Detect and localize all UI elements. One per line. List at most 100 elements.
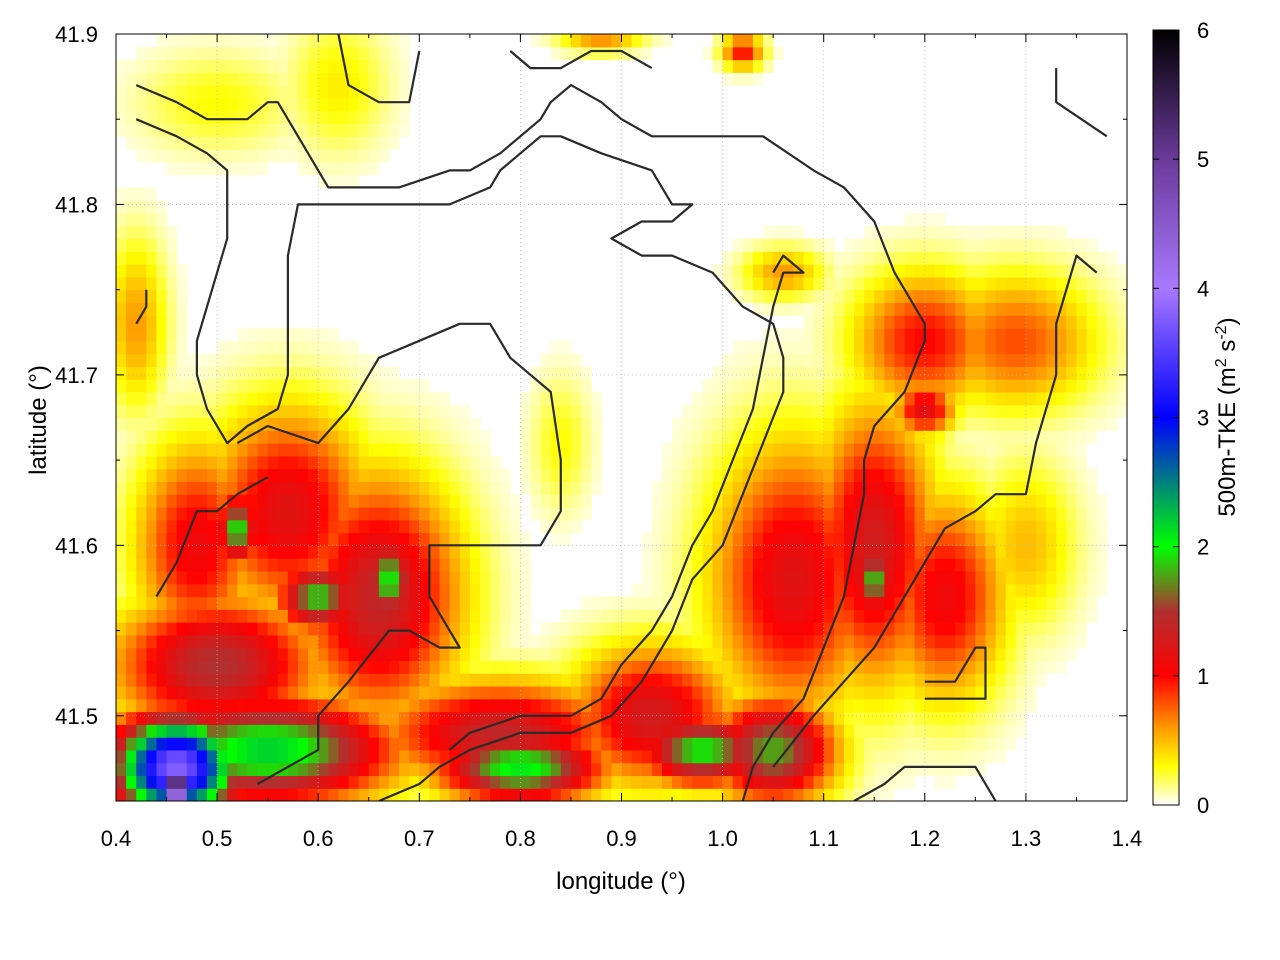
heatmap-cell: [651, 494, 663, 508]
x-tick-label: 1.2: [910, 826, 941, 851]
heatmap-cell: [1015, 673, 1027, 687]
heatmap-cell: [409, 430, 420, 444]
heatmap-cell: [894, 328, 906, 342]
heatmap-cell: [803, 391, 815, 406]
heatmap-cell: [884, 238, 896, 252]
heatmap-cell: [146, 468, 158, 483]
heatmap-cell: [924, 622, 936, 636]
heatmap-cell: [914, 251, 926, 265]
heatmap-cell: [560, 468, 572, 483]
heatmap-cell: [854, 443, 865, 457]
heatmap-cell: [186, 558, 198, 572]
heatmap-cell: [247, 647, 259, 661]
heatmap-cell: [338, 85, 350, 99]
heatmap-cell: [955, 685, 966, 700]
heatmap-cell: [955, 647, 966, 661]
heatmap-cell: [510, 788, 521, 801]
heatmap-cell: [934, 417, 946, 431]
heatmap-cell: [965, 289, 976, 304]
heatmap-cell: [813, 289, 825, 304]
heatmap-cell: [712, 34, 724, 48]
heatmap-cell: [510, 506, 521, 521]
heatmap-cell: [136, 494, 147, 508]
heatmap-cell: [358, 417, 370, 431]
heatmap-cell: [1005, 379, 1017, 393]
heatmap-cell: [692, 391, 703, 406]
heatmap-cell: [459, 634, 471, 649]
heatmap-cell: [196, 673, 208, 687]
heatmap-cell: [520, 673, 532, 687]
heatmap-cell: [965, 494, 976, 508]
heatmap-cell: [793, 609, 805, 623]
heatmap-cell: [854, 455, 865, 470]
heatmap-cell: [803, 366, 815, 380]
heatmap-cell: [752, 264, 764, 278]
heatmap-cell: [965, 353, 976, 367]
heatmap-cell: [116, 481, 127, 495]
heatmap-cell: [237, 353, 249, 367]
heatmap-cell: [1015, 634, 1027, 649]
heatmap-cell: [479, 698, 491, 713]
heatmap-cell: [510, 609, 521, 623]
heatmap-cell: [348, 72, 360, 86]
heatmap-cell: [914, 417, 926, 431]
heatmap-cell: [793, 443, 805, 457]
heatmap-cell: [924, 212, 936, 227]
heatmap-cell: [1066, 545, 1078, 559]
heatmap-cell: [186, 34, 198, 48]
heatmap-cell: [702, 660, 714, 674]
heatmap-cell: [894, 749, 906, 764]
heatmap-cell: [1086, 609, 1098, 623]
heatmap-cell: [520, 481, 532, 495]
heatmap-cell: [904, 685, 916, 700]
heatmap-cell: [520, 404, 532, 419]
heatmap-cell: [429, 788, 441, 801]
heatmap-cell: [1015, 366, 1027, 380]
heatmap-cell: [763, 532, 774, 546]
heatmap-cell: [1036, 366, 1047, 380]
heatmap-cell: [510, 583, 521, 598]
heatmap-cell: [560, 775, 572, 789]
heatmap-cell: [924, 468, 936, 483]
heatmap-cell: [116, 685, 127, 700]
heatmap-cell: [490, 634, 501, 649]
contour-line: [135, 84, 926, 801]
heatmap-cell: [429, 596, 441, 610]
heatmap-cell: [186, 430, 198, 444]
heatmap-cell: [560, 673, 572, 687]
heatmap-cell: [955, 519, 966, 534]
heatmap-cell: [682, 404, 693, 419]
heatmap-cell: [934, 315, 946, 329]
heatmap-cell: [1076, 622, 1088, 636]
heatmap-cell: [409, 596, 420, 610]
heatmap-cell: [146, 97, 158, 112]
heatmap-cell: [914, 711, 926, 725]
heatmap-cell: [823, 417, 835, 431]
heatmap-cell: [550, 647, 562, 661]
heatmap-cell: [864, 673, 875, 687]
heatmap-cell: [166, 724, 178, 738]
heatmap-cell: [752, 289, 764, 304]
heatmap-cell: [975, 379, 987, 393]
heatmap-cell: [358, 583, 370, 598]
heatmap-cell: [641, 558, 653, 572]
heatmap-cell: [702, 455, 714, 470]
heatmap-cell: [995, 289, 1007, 304]
heatmap-cell: [833, 430, 845, 444]
heatmap-cell: [378, 673, 390, 687]
heatmap-cell: [338, 379, 350, 393]
heatmap-cell: [126, 97, 137, 112]
heatmap-cell: [227, 391, 238, 406]
heatmap-cell: [368, 123, 380, 137]
heatmap-cell: [439, 391, 451, 406]
heatmap-cell: [672, 532, 683, 546]
heatmap-cell: [763, 609, 774, 623]
heatmap-cell: [793, 353, 805, 367]
heatmap-cell: [136, 558, 147, 572]
heatmap-cell: [995, 391, 1007, 406]
heatmap-cell: [581, 443, 592, 457]
heatmap-cell: [409, 519, 420, 534]
heatmap-cell: [166, 328, 178, 342]
heatmap-cell: [1056, 264, 1067, 278]
heatmap-cell: [429, 724, 441, 738]
